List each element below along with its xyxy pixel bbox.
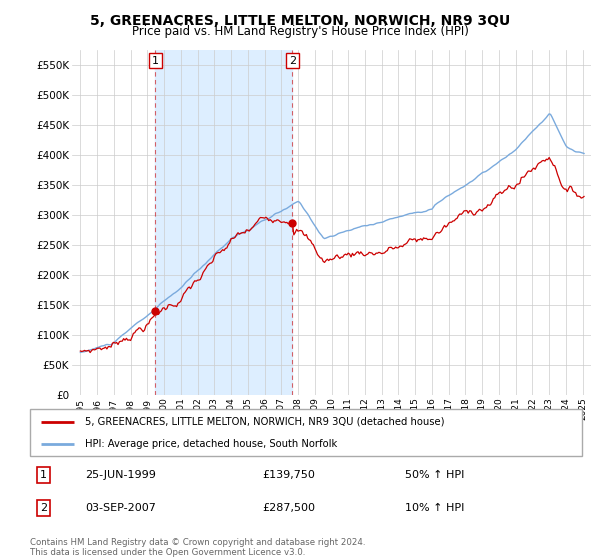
Text: £139,750: £139,750 [262,470,315,480]
Text: 2: 2 [289,55,296,66]
Bar [155,50,292,395]
Text: 25-JUN-1999: 25-JUN-1999 [85,470,156,480]
Text: 1: 1 [40,470,47,480]
Text: Contains HM Land Registry data © Crown copyright and database right 2024.
This d: Contains HM Land Registry data © Crown c… [30,538,365,557]
Text: Price paid vs. HM Land Registry's House Price Index (HPI): Price paid vs. HM Land Registry's House … [131,25,469,38]
Text: 03-SEP-2007: 03-SEP-2007 [85,503,156,514]
Text: 50% ↑ HPI: 50% ↑ HPI [406,470,465,480]
Text: 10% ↑ HPI: 10% ↑ HPI [406,503,465,514]
Text: HPI: Average price, detached house, South Norfolk: HPI: Average price, detached house, Sout… [85,438,337,449]
Text: 1: 1 [152,55,159,66]
Text: 5, GREENACRES, LITTLE MELTON, NORWICH, NR9 3QU: 5, GREENACRES, LITTLE MELTON, NORWICH, N… [90,14,510,28]
FancyBboxPatch shape [30,409,582,456]
Text: £287,500: £287,500 [262,503,315,514]
Text: 5, GREENACRES, LITTLE MELTON, NORWICH, NR9 3QU (detached house): 5, GREENACRES, LITTLE MELTON, NORWICH, N… [85,417,445,427]
Text: 2: 2 [40,503,47,514]
